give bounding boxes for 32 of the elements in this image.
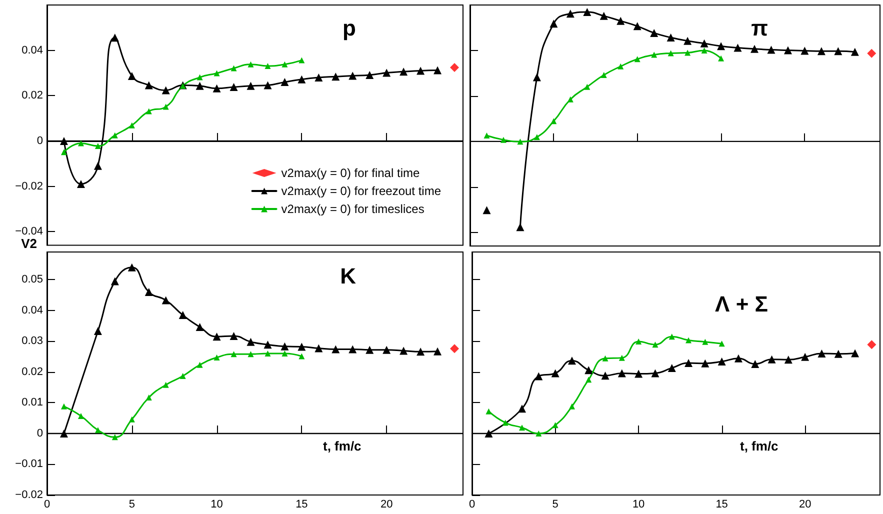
y-axis-title: V2 [21,236,37,252]
y-tick-label: −0.02 [15,489,43,501]
legend-label: v2max(y = 0) for final time [281,166,420,180]
legend-label: v2max(y = 0) for freezout time [281,184,442,198]
text: K [340,264,356,288]
y-tick-label: 0.04 [22,44,43,56]
x-tick-label: 15 [716,498,728,510]
x-tick-label: 5 [552,498,558,510]
x-tick-label: 5 [128,498,135,510]
y-tick-label: 0.05 [22,274,43,286]
y-tick-label: 0 [36,134,43,147]
y-tick-label: 0.01 [22,396,43,409]
x-tick-label: 15 [296,498,308,510]
x-tick-label: 20 [380,498,393,510]
y-tick-label: 0 [36,427,43,440]
y-tick-label: −0.04 [15,226,43,238]
x-tick-label: 20 [798,498,812,510]
y-tick-label: 0.02 [22,366,43,378]
text: p [342,16,356,40]
x-axis-title: t, fm/c [323,438,362,454]
x-tick-label: 0 [468,498,476,510]
y-tick-label: 0.02 [22,90,43,102]
x-tick-label: 10 [632,498,645,510]
text: Λ + Σ [715,292,768,316]
y-tick-label: −0.02 [15,180,43,192]
y-tick-label: −0.01 [15,458,43,470]
legend-label: v2max(y = 0) for timeslices [281,202,424,216]
text: π [751,16,768,40]
x-axis-title: t, fm/c [740,438,778,454]
y-tick-label: 0.04 [22,304,43,316]
y-tick-label: 0.03 [22,335,43,348]
x-tick-label: 10 [210,498,223,510]
